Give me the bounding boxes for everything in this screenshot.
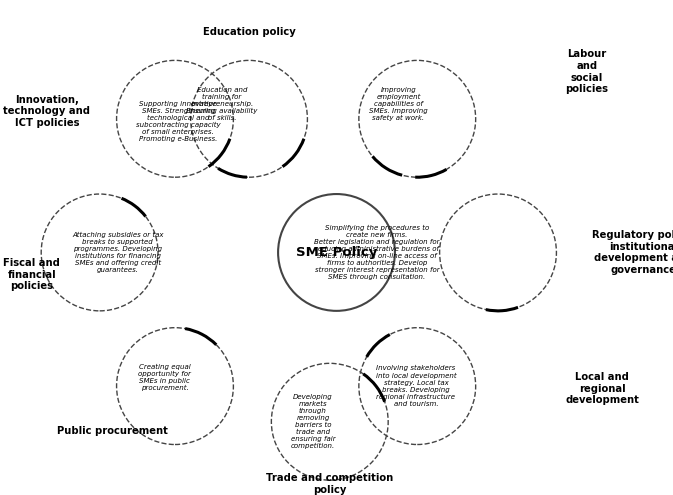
Text: Trade and competition
policy: Trade and competition policy <box>266 473 394 495</box>
Text: Local and
regional
development: Local and regional development <box>565 372 639 405</box>
Text: Fiscal and
financial
policies: Fiscal and financial policies <box>3 258 61 292</box>
Text: Simplifying the procedures to
create new firms.
Better legislation and regulatio: Simplifying the procedures to create new… <box>314 225 439 280</box>
Text: Creating equal
opportunity for
SMEs in public
procurement.: Creating equal opportunity for SMEs in p… <box>139 363 191 391</box>
Text: Education policy: Education policy <box>203 27 295 37</box>
Text: Supporting innovative
SMEs. Strengthening
technological and
subcontracting capac: Supporting innovative SMEs. Strengthenin… <box>136 100 221 142</box>
Text: Regulatory policy,
institutional
development and
governance: Regulatory policy, institutional develop… <box>592 230 673 275</box>
Text: SME Policy: SME Policy <box>296 246 377 259</box>
Text: Innovation,
technology and
ICT policies: Innovation, technology and ICT policies <box>3 95 90 128</box>
Text: Attaching subsidies or tax
breaks to supported
programmes. Developing
institutio: Attaching subsidies or tax breaks to sup… <box>72 232 164 273</box>
Text: Developing
markets
through
removing
barriers to
trade and
ensuring fair
competit: Developing markets through removing barr… <box>291 394 335 449</box>
Text: Labour
and
social
policies: Labour and social policies <box>565 50 608 94</box>
Text: Education and
training for
entrepreneurship.
Ensuring availability
of skills.: Education and training for entrepreneurs… <box>186 87 258 121</box>
Text: Public procurement: Public procurement <box>57 426 168 436</box>
Text: Improving
employment
capabilities of
SMEs. Improving
safety at work.: Improving employment capabilities of SME… <box>369 87 428 121</box>
Text: Involving stakeholders
into local development
strategy. Local tax
breaks. Develo: Involving stakeholders into local develo… <box>376 365 456 407</box>
